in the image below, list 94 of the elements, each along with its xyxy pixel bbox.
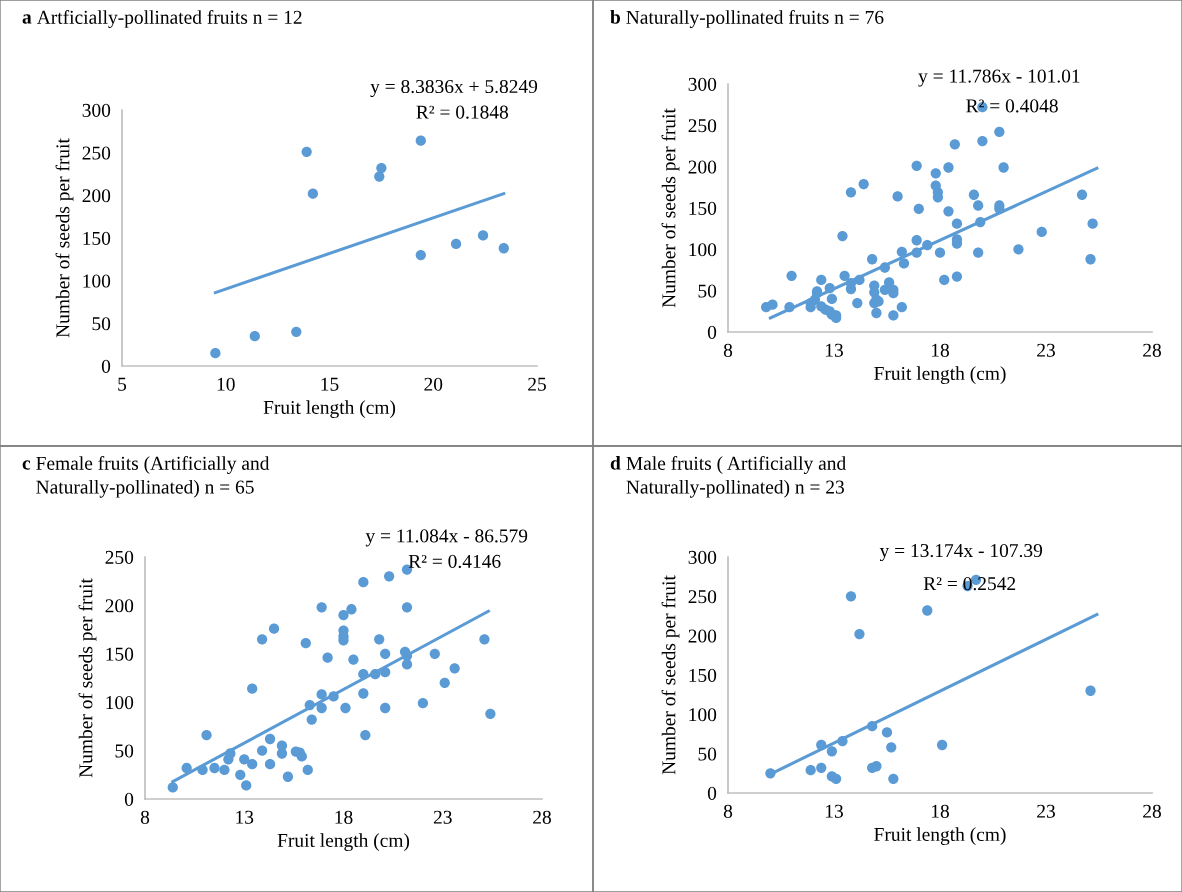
chart-title: a Artficially-pollinated fruits n = 12 [22, 10, 302, 28]
point [415, 135, 426, 146]
y-tick-label: 0 [707, 786, 717, 800]
x-axis-title: Fruit length (cm) [874, 827, 1006, 845]
x-tick-label: 10 [217, 377, 235, 391]
point [816, 762, 827, 773]
point [881, 727, 893, 738]
y-tick-label: 50 [698, 284, 717, 298]
y-tick-label: 50 [92, 317, 111, 331]
point [888, 773, 899, 784]
annotation: y = 11.786x - 101.01 [918, 69, 1080, 87]
point [936, 739, 948, 751]
x-tick-label: 28 [1143, 804, 1161, 818]
y-tick-label: 300 [82, 103, 111, 117]
y-tick-label: 50 [115, 744, 134, 758]
point [854, 628, 865, 640]
point [477, 230, 489, 241]
y-tick-label: 300 [688, 550, 717, 564]
y-tick-label: 150 [689, 201, 717, 215]
y-tick-label: 50 [698, 747, 717, 761]
x-tick-label: 28 [533, 810, 551, 824]
x-tick-label: 23 [433, 810, 452, 824]
point [845, 591, 857, 602]
chart-title: d Male fruits ( Artificially and Naturally-pollinated) n = 23 [610, 456, 846, 498]
y-tick-label: 100 [689, 708, 717, 722]
point [376, 162, 387, 174]
y-tick-label: 100 [106, 696, 134, 710]
y-tick-label: 200 [105, 599, 134, 613]
y-tick-label: 100 [83, 274, 111, 288]
point [886, 742, 897, 753]
point [450, 238, 462, 250]
point [210, 348, 221, 359]
x-tick-label: 18 [931, 804, 949, 818]
y-axis-title: Number of seeds per fruit [661, 575, 680, 775]
x-tick-label: 8 [723, 343, 733, 357]
point [830, 773, 842, 784]
y-tick-label: 250 [688, 590, 717, 604]
y-axis-title: Number of seeds per fruit [55, 138, 74, 338]
point [826, 746, 838, 757]
y-axis-title: Number of seeds per fruit [78, 578, 97, 778]
text: y = 8.3836x + 5.8249 [370, 79, 538, 98]
point [291, 326, 302, 338]
point [307, 188, 319, 199]
chart-title: b Naturally-pollinated fruits n = 76 [610, 10, 884, 28]
point [871, 761, 882, 772]
y-tick-label: 300 [688, 77, 717, 91]
text: y = 11.084x - 86.579 [365, 529, 528, 547]
annotation: y = 13.174x - 107.39 [879, 543, 1043, 562]
point [922, 605, 933, 616]
x-tick-label: 13 [825, 804, 843, 818]
x-tick-label: 20 [424, 377, 443, 391]
chart-title: c Female fruits (Artificially and Naturally-pollinated) n = 65 [22, 456, 270, 498]
y-tick-label: 200 [82, 189, 111, 203]
x-tick-label: 23 [1037, 804, 1055, 818]
y-tick-label: 250 [82, 146, 111, 160]
point [415, 249, 426, 261]
point [249, 330, 260, 342]
annotation: R² = 0.4146 [408, 554, 501, 568]
x-tick-label: 15 [321, 377, 339, 391]
y-tick-label: 200 [688, 629, 717, 643]
point [498, 243, 509, 254]
annotation: R² = 0.1848 [416, 105, 509, 119]
x-axis-title: Fruit length (cm) [277, 833, 410, 851]
point [374, 171, 385, 182]
y-tick-label: 250 [688, 119, 717, 133]
x-tick-label: 13 [236, 810, 254, 824]
point [1085, 685, 1096, 696]
y-tick-label: 150 [83, 231, 111, 245]
y-tick-label: 0 [124, 792, 134, 806]
y-tick-label: 0 [101, 359, 111, 373]
point [837, 735, 848, 747]
y-axis-title: Number of seeds per fruit [661, 108, 680, 308]
x-tick-label: 5 [118, 377, 127, 391]
point [805, 765, 816, 776]
y-tick-label: 250 [105, 550, 134, 564]
x-tick-label: 18 [335, 810, 353, 824]
x-tick-label: 25 [528, 377, 546, 391]
point [765, 768, 776, 779]
x-axis-title: Fruit length (cm) [263, 400, 396, 418]
x-tick-label: 28 [1143, 343, 1161, 357]
y-tick-label: 100 [689, 243, 717, 257]
y-tick-label: 150 [106, 647, 134, 661]
point [867, 720, 878, 732]
x-tick-label: 8 [723, 804, 733, 818]
x-axis-title: Fruit length (cm) [874, 366, 1006, 384]
y-tick-label: 150 [689, 668, 717, 682]
y-tick-label: 200 [688, 160, 717, 174]
x-tick-label: 23 [1037, 343, 1055, 357]
x-tick-label: 18 [931, 343, 949, 357]
point [301, 146, 312, 157]
point [816, 739, 827, 751]
x-tick-label: 8 [140, 810, 150, 824]
x-tick-label: 13 [825, 343, 843, 357]
y-tick-label: 0 [707, 325, 717, 339]
